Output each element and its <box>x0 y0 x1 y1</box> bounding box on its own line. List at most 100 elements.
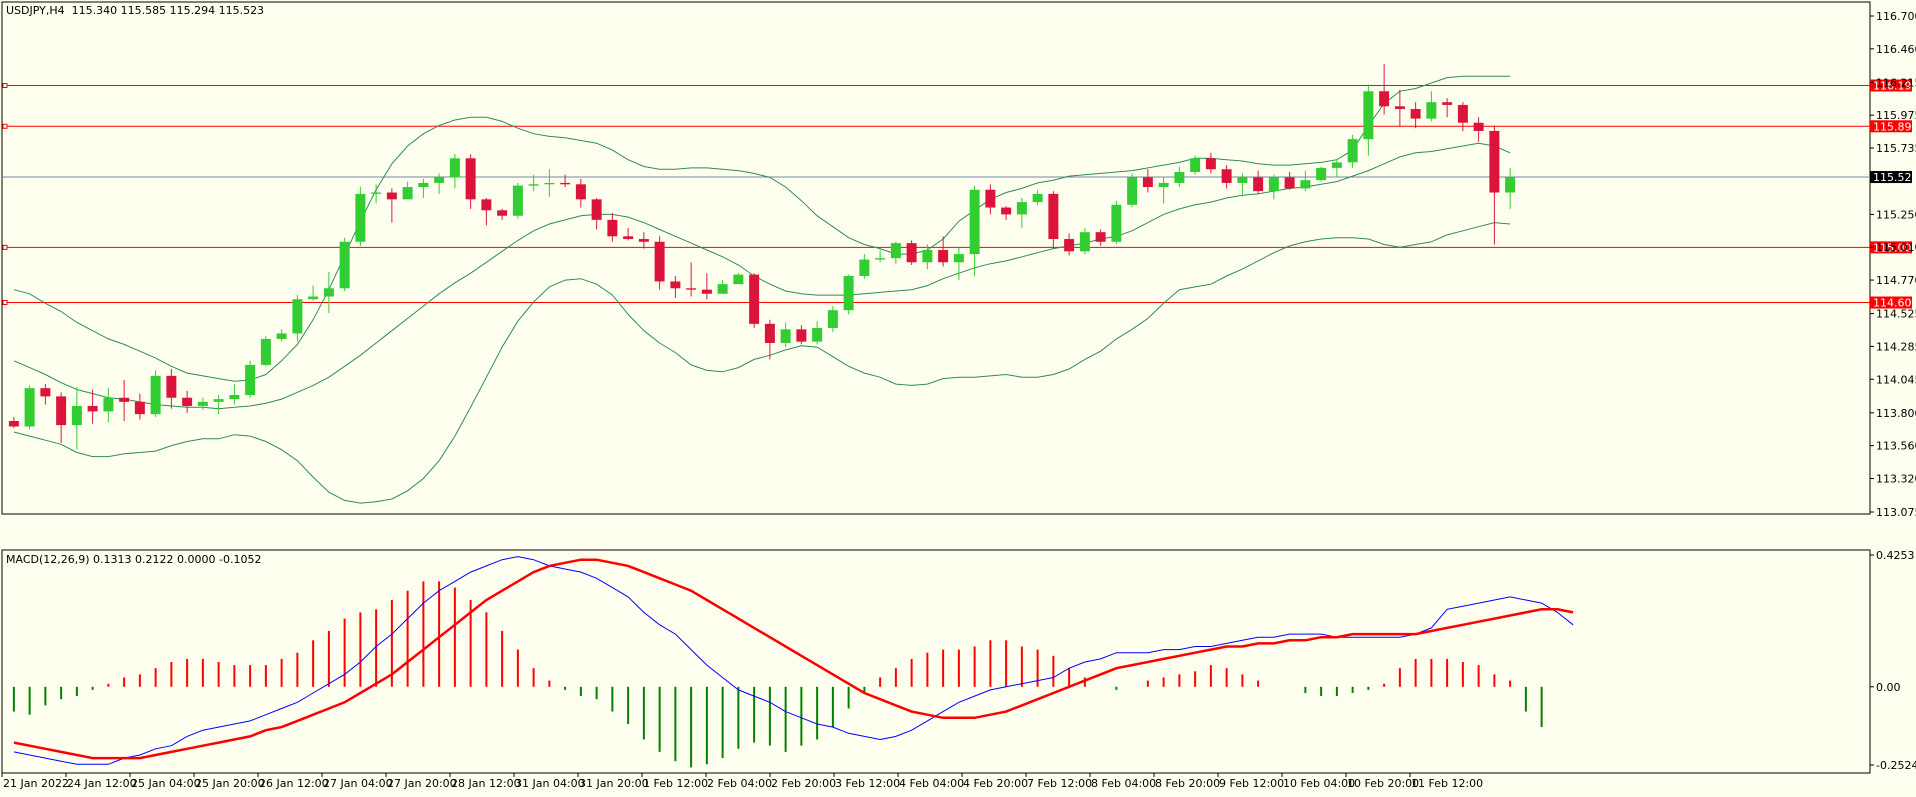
time-tick-label-6: 27 Jan 20:00 <box>387 777 457 790</box>
bollinger-bands <box>13 75 1511 504</box>
price-tick-label-12: 113.560 <box>1876 440 1916 453</box>
candle-body-93 <box>1473 122 1484 131</box>
candle-body-50 <box>796 329 807 342</box>
level-tag-label-0: 116.192 <box>1873 80 1916 93</box>
bollinger-upper-line <box>13 75 1511 382</box>
candle-body-46 <box>733 274 744 285</box>
candle-body-8 <box>134 401 145 415</box>
candle-body-23 <box>371 192 382 194</box>
macd-histogram <box>12 581 1543 768</box>
candle-body-3 <box>56 396 67 426</box>
candle-body-38 <box>607 219 618 237</box>
candle-body-48 <box>764 323 775 344</box>
macd-lines <box>13 556 1574 765</box>
candle-body-47 <box>749 274 760 324</box>
candle-body-54 <box>859 259 870 276</box>
candle-body-45 <box>717 284 728 294</box>
candle-body-42 <box>670 281 681 289</box>
candle-body-18 <box>292 299 303 334</box>
price-tick-label-10: 114.045 <box>1876 373 1916 386</box>
macd-line <box>13 556 1574 765</box>
level-anchor-2 <box>2 244 8 250</box>
candle-body-76 <box>1205 158 1216 170</box>
candle-body-22 <box>355 193 366 242</box>
candle-body-49 <box>780 329 791 344</box>
candle-body-59 <box>938 249 949 263</box>
candle-body-30 <box>481 199 492 211</box>
time-tick-label-20: 10 Feb 04:00 <box>1283 777 1355 790</box>
time-tick-label-15: 4 Feb 20:00 <box>963 777 1028 790</box>
candle-body-19 <box>308 296 319 300</box>
candle-body-5 <box>87 405 98 412</box>
candle-body-88 <box>1394 106 1405 110</box>
candle-body-83 <box>1316 167 1327 181</box>
level-tag-3 <box>1870 296 1912 309</box>
candle-body-17 <box>276 333 287 339</box>
time-tick-label-3: 25 Jan 20:00 <box>195 777 265 790</box>
candle-body-10 <box>166 375 177 398</box>
candle-body-86 <box>1363 91 1374 140</box>
candle-body-41 <box>654 241 665 282</box>
price-tick-label-6: 115.010 <box>1876 241 1916 254</box>
candle-body-90 <box>1426 102 1437 119</box>
candle-body-74 <box>1174 171 1185 183</box>
level-tag-label-1: 115.894 <box>1873 120 1916 133</box>
candlesticks <box>8 63 1516 450</box>
time-tick-label-19: 9 Feb 12:00 <box>1219 777 1284 790</box>
macd-tick-label-2: -0.2524 <box>1876 759 1916 772</box>
candle-body-69 <box>1095 232 1106 242</box>
candle-body-36 <box>575 184 586 200</box>
candle-body-92 <box>1457 104 1468 123</box>
candle-body-95 <box>1505 177 1516 193</box>
macd-axis: 0.4253 0.00 -0.2524 <box>1870 549 1916 772</box>
candle-body-14 <box>229 395 240 400</box>
level-tag-0 <box>1870 79 1912 92</box>
candle-body-60 <box>953 254 964 263</box>
candle-body-67 <box>1064 239 1075 252</box>
candle-body-87 <box>1379 91 1390 107</box>
candle-body-53 <box>843 275 854 311</box>
time-tick-label-21: 10 Feb 20:00 <box>1347 777 1419 790</box>
candle-body-73 <box>1158 182 1169 188</box>
candle-body-40 <box>638 239 649 242</box>
current-price-label: 115.523 <box>1873 171 1916 184</box>
candle-body-39 <box>623 236 634 240</box>
candle-body-31 <box>497 210 508 216</box>
price-tick-label-2: 116.215 <box>1876 76 1916 89</box>
symbol-info: USDJPY,H4 115.340 115.585 115.294 115.52… <box>6 4 265 17</box>
time-tick-label-13: 3 Feb 12:00 <box>835 777 900 790</box>
time-tick-label-17: 8 Feb 04:00 <box>1091 777 1156 790</box>
candle-body-4 <box>71 405 82 426</box>
level-anchor-0 <box>2 83 8 89</box>
level-tag-1 <box>1870 120 1912 133</box>
price-tick-label-14: 113.075 <box>1876 506 1916 519</box>
candle-body-91 <box>1442 102 1453 105</box>
time-tick-label-14: 4 Feb 04:00 <box>899 777 964 790</box>
candle-body-89 <box>1410 109 1421 119</box>
candle-body-62 <box>985 189 996 208</box>
bollinger-middle-line <box>13 142 1511 410</box>
time-tick-label-7: 28 Jan 12:00 <box>451 777 521 790</box>
signal-line <box>13 558 1574 760</box>
price-panel-frame <box>1 1 1871 515</box>
candle-body-94 <box>1489 130 1500 193</box>
candle-body-24 <box>386 192 397 200</box>
time-tick-label-5: 27 Jan 04:00 <box>323 777 393 790</box>
level-tag-label-3: 114.606 <box>1873 297 1916 310</box>
candle-body-79 <box>1253 177 1264 192</box>
candle-body-52 <box>827 310 838 328</box>
candle-body-25 <box>402 187 413 200</box>
candle-body-35 <box>560 182 571 185</box>
candle-body-21 <box>339 241 350 289</box>
candle-body-82 <box>1300 180 1311 189</box>
candle-body-32 <box>512 185 523 216</box>
candle-body-43 <box>686 288 697 290</box>
candle-body-68 <box>1079 232 1090 252</box>
candle-body-78 <box>1237 177 1248 183</box>
candle-body-51 <box>812 327 823 342</box>
candle-body-70 <box>1111 204 1122 242</box>
candle-body-15 <box>245 364 256 396</box>
